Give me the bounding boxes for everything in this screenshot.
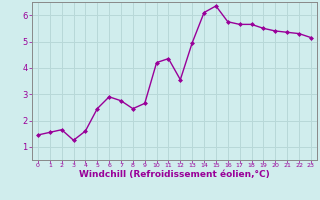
X-axis label: Windchill (Refroidissement éolien,°C): Windchill (Refroidissement éolien,°C) [79, 170, 270, 179]
